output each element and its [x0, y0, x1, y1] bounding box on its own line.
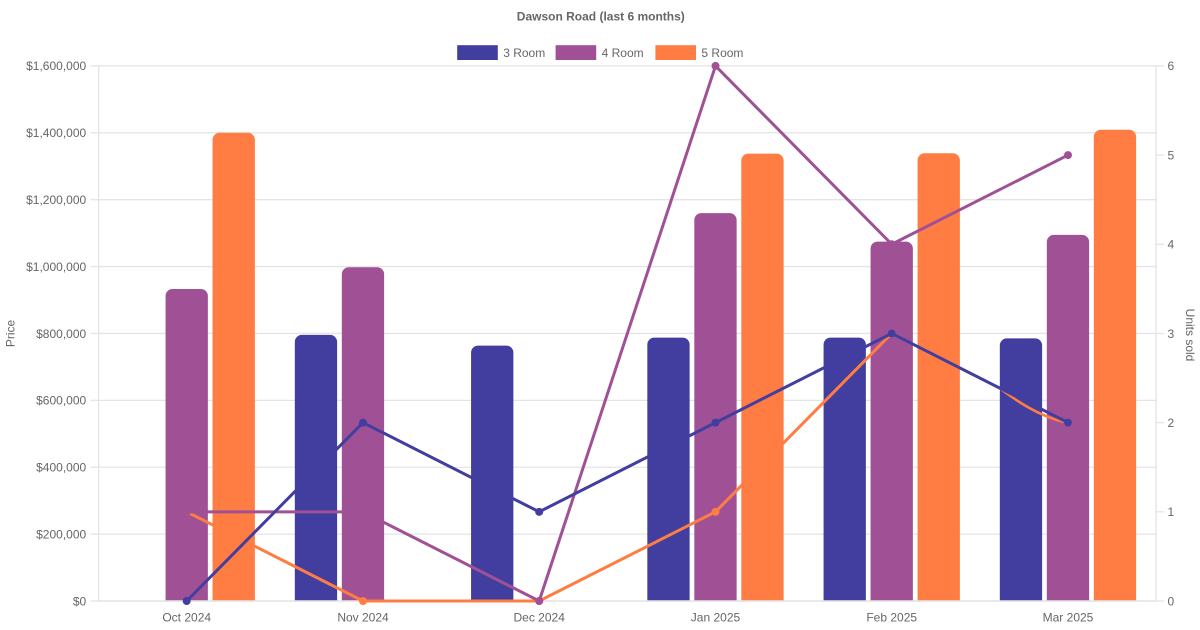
svg-text:Units sold: Units sold — [1183, 309, 1197, 362]
svg-text:1: 1 — [1168, 505, 1175, 519]
svg-text:$600,000: $600,000 — [36, 394, 86, 408]
svg-text:6: 6 — [1168, 59, 1175, 73]
svg-text:$200,000: $200,000 — [36, 527, 86, 541]
svg-text:Nov 2024: Nov 2024 — [337, 611, 389, 625]
svg-text:4 Room: 4 Room — [602, 46, 644, 60]
svg-text:Jan 2025: Jan 2025 — [691, 611, 741, 625]
svg-text:$800,000: $800,000 — [36, 327, 86, 341]
svg-text:Dawson Road (last 6 months): Dawson Road (last 6 months) — [517, 9, 685, 23]
svg-text:3 Room: 3 Room — [503, 46, 545, 60]
svg-text:$1,400,000: $1,400,000 — [26, 126, 86, 140]
svg-text:Oct 2024: Oct 2024 — [162, 611, 211, 625]
svg-text:$0: $0 — [73, 594, 87, 608]
svg-text:4: 4 — [1168, 238, 1175, 252]
svg-text:5 Room: 5 Room — [701, 46, 743, 60]
svg-text:0: 0 — [1168, 594, 1175, 608]
svg-text:Price: Price — [3, 320, 17, 348]
svg-text:$1,600,000: $1,600,000 — [26, 59, 86, 73]
svg-text:3: 3 — [1168, 327, 1175, 341]
svg-text:5: 5 — [1168, 148, 1175, 162]
svg-text:Dec 2024: Dec 2024 — [514, 611, 566, 625]
svg-text:2: 2 — [1168, 416, 1175, 430]
svg-text:$1,000,000: $1,000,000 — [26, 260, 86, 274]
svg-text:Mar 2025: Mar 2025 — [1043, 611, 1094, 625]
svg-text:$1,200,000: $1,200,000 — [26, 193, 86, 207]
svg-text:$400,000: $400,000 — [36, 461, 86, 475]
svg-text:Feb 2025: Feb 2025 — [866, 611, 917, 625]
